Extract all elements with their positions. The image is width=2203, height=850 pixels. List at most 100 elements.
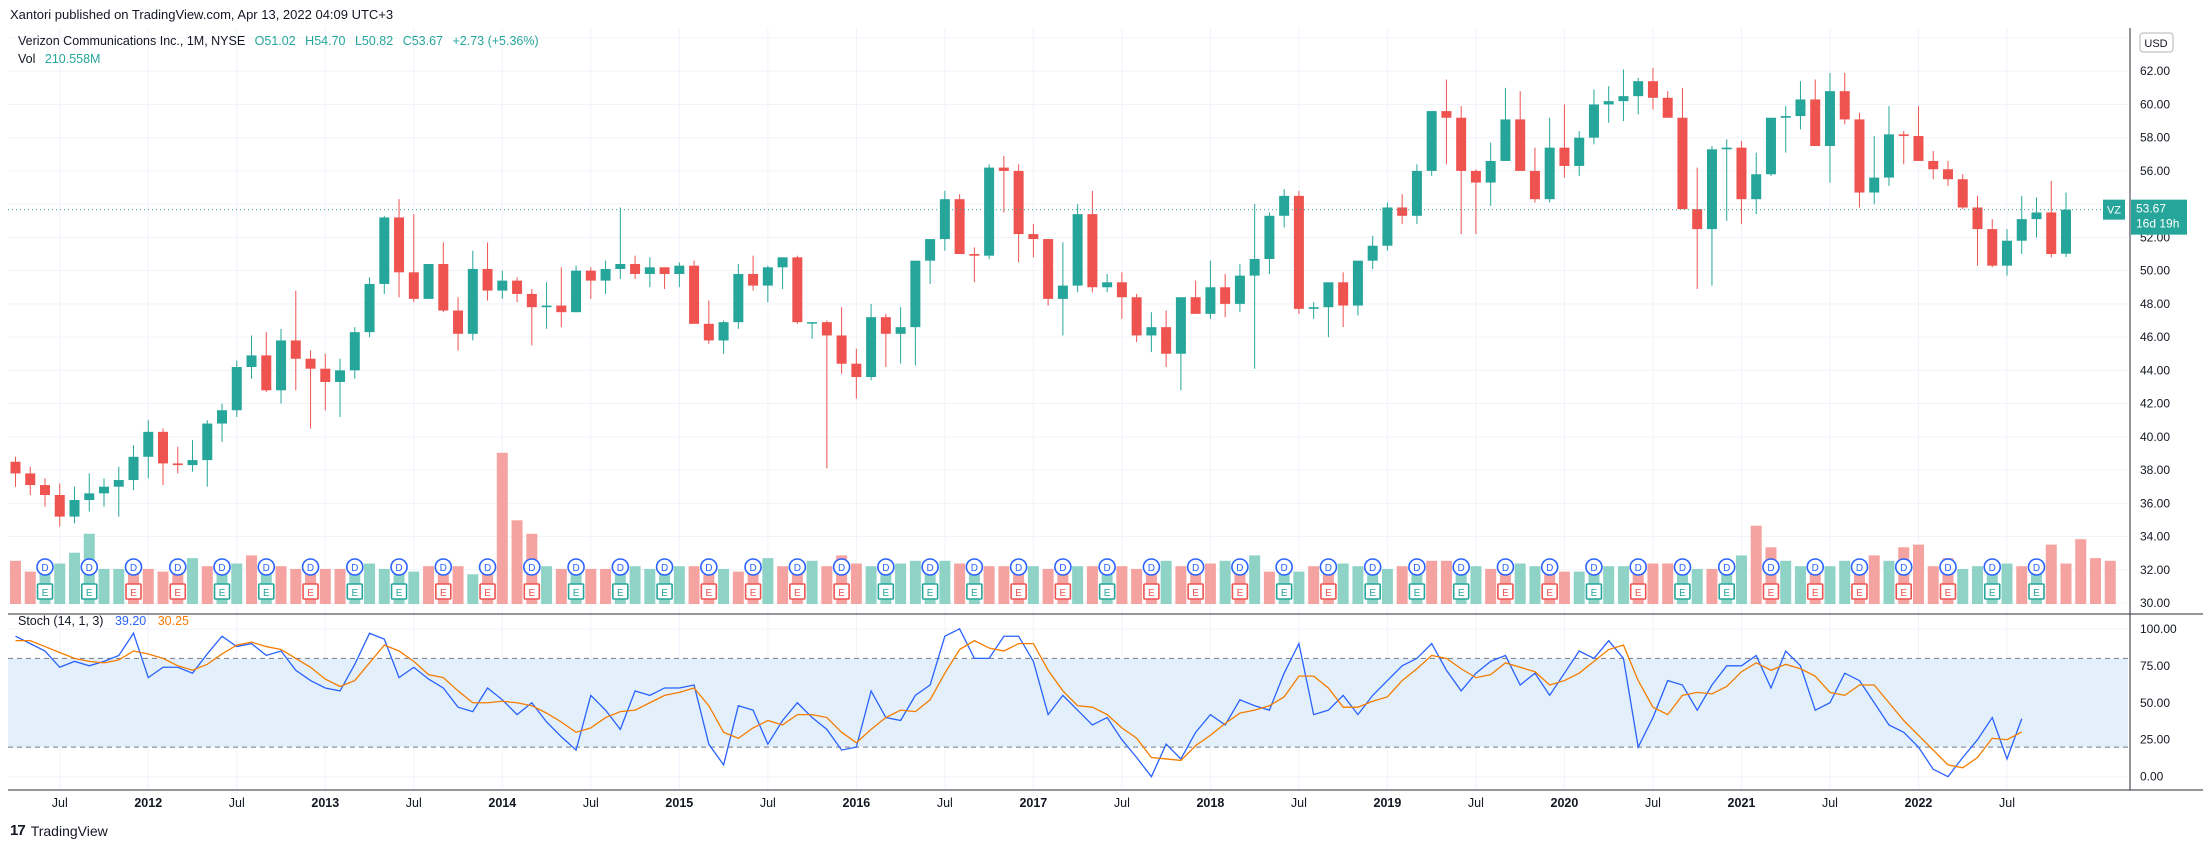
candle-body — [733, 273, 744, 323]
earnings-marker — [1098, 583, 1116, 600]
price-tick-label: 34.00 — [2140, 530, 2170, 544]
price-tick-label: 30.00 — [2140, 596, 2170, 610]
candle-body — [703, 323, 714, 341]
event-markers[interactable]: D E D E D E D E D E D E D E D E D E D E D E D E D E D E D E D E D E D E D E D E… — [36, 558, 2046, 600]
volume-bar — [10, 560, 21, 604]
dividend-marker — [1054, 558, 1072, 576]
earnings-marker-label: E — [396, 588, 403, 599]
dividend-marker-label: D — [307, 563, 314, 574]
earnings-marker — [1674, 583, 1691, 600]
dividend-marker-label: D — [1192, 563, 1199, 574]
candle-body — [1426, 111, 1437, 171]
candle-body — [910, 260, 921, 328]
earnings-marker — [1718, 583, 1736, 600]
dividend-marker — [1894, 558, 1913, 576]
footer[interactable]: 17 TradingView — [10, 822, 108, 839]
candle-body — [482, 268, 493, 291]
candles — [10, 67, 2071, 527]
stoch-band — [8, 657, 2128, 748]
volume-bar — [1204, 563, 1216, 604]
volume-bar — [1883, 560, 1895, 604]
volume-bar — [732, 571, 744, 604]
candle-body — [1279, 195, 1290, 216]
currency-box[interactable] — [2139, 32, 2174, 53]
candle-body — [1072, 214, 1083, 286]
tradingview-logo-icon: 17 — [10, 822, 26, 839]
candle-body — [1574, 137, 1585, 166]
candle-body — [1588, 104, 1599, 138]
earnings-marker — [612, 583, 629, 600]
candle-body — [2031, 212, 2042, 220]
dividend-marker — [611, 558, 630, 576]
dividend-marker — [1540, 558, 1559, 576]
volume-bars — [10, 452, 2116, 604]
dividend-marker-label: D — [263, 563, 270, 574]
volume-bar — [1263, 571, 1275, 604]
dividend-marker — [36, 558, 54, 576]
time-tick-label: 2022 — [1905, 796, 1933, 810]
candle-body — [1780, 116, 1791, 118]
price-tick-label: 48.00 — [2140, 297, 2170, 311]
volume-bar — [1293, 571, 1305, 604]
earnings-marker-label: E — [86, 588, 93, 599]
candle-body — [2001, 240, 2012, 266]
volume-bar — [2001, 563, 2013, 604]
price-tick-label: 56.00 — [2140, 164, 2170, 178]
dividend-marker — [1585, 558, 1603, 576]
volume-bar — [895, 563, 907, 604]
volume-bar — [629, 566, 641, 604]
earnings-marker — [1541, 583, 1558, 600]
earnings-marker-label: E — [1679, 588, 1686, 599]
candle-body — [807, 322, 818, 324]
candle-body — [1677, 117, 1688, 210]
candle-body — [674, 265, 685, 274]
volume-bar — [1219, 560, 1231, 604]
stoch-lines — [15, 627, 2023, 778]
earnings-marker — [479, 583, 496, 600]
volume-bar — [983, 566, 995, 604]
earnings-marker — [80, 583, 98, 600]
earnings-marker-label: E — [661, 588, 668, 599]
candle-body — [1441, 111, 1452, 118]
last-price-tag: VZ 53.67 16d 19h — [2103, 199, 2187, 235]
earnings-marker — [435, 583, 452, 600]
dividend-marker-label: D — [1413, 563, 1420, 574]
ticker-label: VZ — [2107, 205, 2121, 217]
candle-body — [1913, 136, 1924, 161]
price-tick-label: 46.00 — [2140, 330, 2170, 344]
earnings-marker-label: E — [1325, 588, 1332, 599]
candle-body — [895, 327, 906, 334]
volume-bar — [688, 566, 700, 604]
price-tag-countdown: 16d 19h — [2136, 217, 2179, 231]
volume-bar — [1721, 560, 1733, 604]
earnings-marker-label: E — [794, 588, 801, 599]
volume-bar — [1794, 566, 1806, 604]
candle-body — [1942, 169, 1953, 180]
price-tick-label: 62.00 — [2140, 64, 2170, 78]
dividend-marker-label: D — [351, 563, 358, 574]
stoch-band-fill — [8, 658, 2128, 748]
earnings-marker-label: E — [130, 588, 137, 599]
candle-body — [1987, 229, 1998, 266]
dividend-marker-label: D — [86, 563, 93, 574]
candle-body — [541, 305, 552, 308]
dividend-marker-label: D — [1944, 563, 1951, 574]
earnings-marker-label: E — [1768, 588, 1775, 599]
candle-body — [1485, 160, 1496, 183]
time-tick-label: Jul — [1645, 796, 1661, 810]
dividend-marker — [345, 558, 364, 576]
earnings-marker-label: E — [1060, 588, 1067, 599]
earnings-marker — [1497, 583, 1514, 600]
time-tick-label: 2019 — [1374, 796, 1402, 810]
candle-body — [187, 460, 198, 466]
candle-body — [1205, 287, 1216, 314]
earnings-marker-label: E — [573, 588, 580, 599]
candle-body — [1559, 147, 1570, 166]
volume-bar — [600, 568, 612, 604]
volume-bar — [1912, 544, 1924, 604]
earnings-marker-label: E — [1192, 588, 1199, 599]
candle-body — [1057, 285, 1068, 299]
volume-bar — [2030, 560, 2042, 604]
earnings-marker — [1408, 583, 1426, 600]
